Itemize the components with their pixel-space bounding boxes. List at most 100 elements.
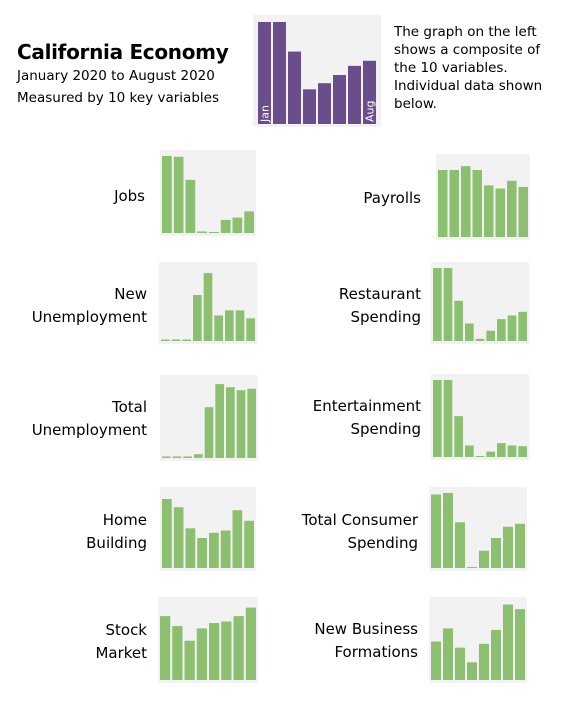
restaurant-spending-bar	[475, 338, 485, 341]
total-consumer-spending-bar	[479, 550, 489, 568]
payrolls-bar	[438, 170, 448, 237]
total-consumer-spending-label: Total Consumer Spending	[258, 509, 418, 555]
new-unemployment-bar	[161, 339, 170, 341]
new-unemployment-bar	[193, 295, 202, 341]
payrolls-label-line: Payrolls	[363, 189, 421, 207]
stock-market-chart	[160, 607, 256, 680]
stock-market-bar	[160, 616, 171, 680]
total-unemployment-bar	[194, 454, 203, 458]
total-consumer-spending-bar	[467, 567, 477, 568]
restaurant-spending-label: Restaurant Spending	[261, 283, 421, 329]
total-unemployment-bar	[183, 456, 192, 458]
new-unemployment-bar	[235, 310, 245, 341]
subtitle-measure: Measured by 10 key variables	[17, 90, 219, 106]
composite-bar-jun	[333, 75, 346, 124]
total-consumer-spending-label-line: Total Consumer	[301, 511, 418, 529]
jobs-chart	[162, 156, 254, 233]
jobs-bar	[173, 156, 184, 233]
restaurant-spending-bar	[518, 311, 527, 341]
new-unemployment-bar	[203, 273, 213, 341]
restaurant-spending-label-line: Spending	[350, 308, 422, 326]
total-consumer-spending-bar	[515, 523, 525, 568]
composite-bar-may	[318, 83, 331, 124]
entertainment-spending-chart-panel	[431, 374, 529, 460]
total-consumer-spending-chart-panel	[429, 487, 527, 571]
restaurant-spending-bar	[486, 330, 495, 341]
payrolls-label: Payrolls	[261, 187, 421, 210]
home-building-bar	[197, 538, 207, 568]
home-building-chart	[162, 499, 254, 568]
new-unemployment-label: New Unemployment	[0, 283, 147, 329]
new-business-formations-chart-panel	[429, 597, 527, 683]
restaurant-spending-chart-panel	[431, 262, 529, 344]
new-unemployment-chart	[161, 273, 255, 341]
entertainment-spending-bar	[507, 445, 517, 457]
stock-market-label-line: Stock	[105, 621, 147, 639]
jobs-bar	[209, 232, 219, 233]
total-unemployment-bar	[236, 390, 246, 458]
total-unemployment-label: Total Unemployment	[0, 396, 147, 442]
composite-note: The graph on the left shows a composite …	[394, 24, 543, 112]
jobs-bar	[185, 179, 196, 233]
entertainment-spending-bar	[518, 446, 527, 457]
payrolls-bar	[495, 188, 505, 237]
home-building-bar	[162, 499, 172, 568]
entertainment-spending-bar	[497, 443, 506, 457]
composite-label-end: Aug	[364, 101, 377, 122]
stock-market-label: Stock Market	[0, 619, 147, 665]
jobs-bar	[244, 211, 254, 233]
payrolls-chart-panel	[436, 154, 530, 240]
payrolls-bar	[507, 180, 517, 237]
total-unemployment-bar	[204, 407, 214, 458]
jobs-label: Jobs	[0, 185, 145, 208]
total-unemployment-bar	[172, 456, 182, 458]
new-business-formations-bar	[443, 628, 453, 680]
new-business-formations-label-line: Formations	[334, 643, 418, 661]
new-business-formations-bar	[515, 609, 525, 680]
new-business-formations-label-line: New Business	[314, 620, 418, 638]
entertainment-spending-chart	[433, 380, 527, 457]
new-business-formations-bar	[431, 641, 441, 680]
jobs-bar	[197, 231, 207, 233]
home-building-label-line: Building	[86, 534, 147, 552]
restaurant-spending-bar	[497, 319, 506, 341]
total-unemployment-chart-panel	[160, 375, 258, 461]
home-building-bar	[185, 528, 196, 568]
new-unemployment-chart-panel	[159, 262, 257, 344]
page-title: California Economy	[17, 40, 229, 64]
total-unemployment-bar	[215, 384, 224, 458]
entertainment-spending-bar	[475, 456, 485, 457]
restaurant-spending-bar	[433, 268, 442, 341]
payrolls-bar	[449, 170, 459, 237]
entertainment-spending-label-line: Spending	[350, 420, 422, 438]
payrolls-bar	[484, 185, 494, 237]
subtitle-date-range: January 2020 to August 2020	[17, 68, 215, 84]
total-consumer-spending-bar	[443, 493, 453, 568]
home-building-bar	[232, 510, 243, 568]
entertainment-spending-bar	[443, 380, 453, 457]
total-unemployment-bar	[226, 387, 235, 458]
composite-chart: Jan Aug	[258, 22, 377, 124]
new-business-formations-bar	[479, 643, 489, 680]
new-unemployment-bar	[214, 315, 223, 341]
composite-chart-panel: Jan Aug	[253, 15, 381, 127]
home-building-bar	[209, 532, 219, 568]
jobs-label-line: Jobs	[114, 187, 145, 205]
stock-market-bar	[184, 640, 195, 680]
jobs-chart-panel	[160, 150, 256, 236]
home-building-bar	[173, 507, 184, 568]
restaurant-spending-bar	[507, 315, 517, 341]
total-consumer-spending-bar	[491, 538, 501, 568]
total-consumer-spending-bar	[455, 522, 465, 568]
jobs-bar	[232, 217, 243, 233]
new-unemployment-bar	[246, 318, 255, 341]
stock-market-label-line: Market	[95, 644, 147, 662]
payrolls-bar	[472, 170, 482, 237]
total-consumer-spending-bar	[503, 526, 513, 568]
new-business-formations-chart	[431, 604, 525, 680]
home-building-bar	[220, 530, 231, 568]
new-unemployment-label-line: Unemployment	[31, 308, 147, 326]
new-business-formations-label: New Business Formations	[258, 618, 418, 664]
restaurant-spending-bar	[465, 323, 474, 341]
total-consumer-spending-label-line: Spending	[347, 534, 419, 552]
